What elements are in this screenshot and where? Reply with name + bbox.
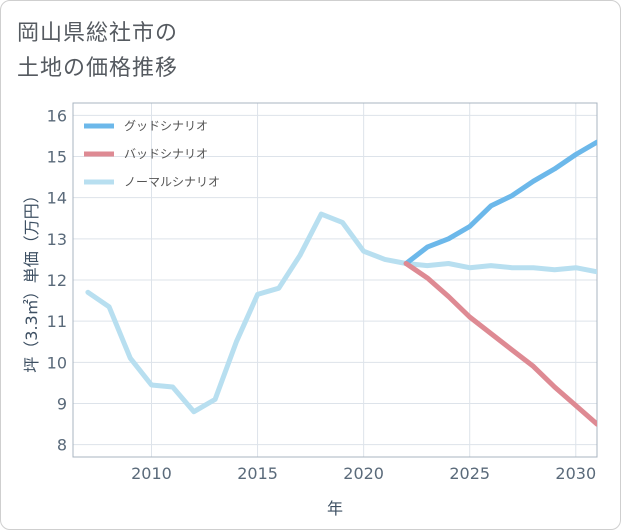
legend-label-0: グッドシナリオ [124,119,208,133]
x-tick-label: 2020 [343,464,384,483]
y-tick-label: 9 [57,394,67,413]
y-tick-label: 10 [47,353,67,372]
x-ticks: 2010 2015 2020 2025 2030 [131,464,596,483]
x-axis-label: 年 [327,499,343,518]
y-tick-label: 13 [47,230,67,249]
x-tick-label: 2025 [449,464,490,483]
series-line-2 [85,211,597,415]
series-line-1 [403,261,597,427]
y-tick-label: 11 [47,312,67,331]
y-tick-label: 8 [57,436,67,455]
grid [73,103,597,457]
y-tick-label: 14 [47,189,67,208]
legend-label-1: バッドシナリオ [124,147,208,161]
y-tick-label: 12 [47,271,67,290]
series-group [85,139,597,427]
x-tick-label: 2015 [237,464,278,483]
plot-border [72,102,598,458]
y-axis-label: 坪（3.3㎡）単価（万円） [22,187,41,372]
legend-label-2: ノーマルシナリオ [124,175,220,189]
x-tick-label: 2010 [131,464,172,483]
y-ticks: 8 9 10 11 12 13 14 15 16 [47,106,67,454]
series-line-0 [403,139,597,266]
y-tick-label: 15 [47,148,67,167]
x-tick-label: 2030 [555,464,596,483]
chart-title-line2: 土地の価格推移 [17,56,179,81]
chart-title: 岡山県総社市の 土地の価格推移 [17,16,178,86]
y-tick-label: 16 [47,106,67,125]
chart-title-line1: 岡山県総社市の [17,21,179,46]
